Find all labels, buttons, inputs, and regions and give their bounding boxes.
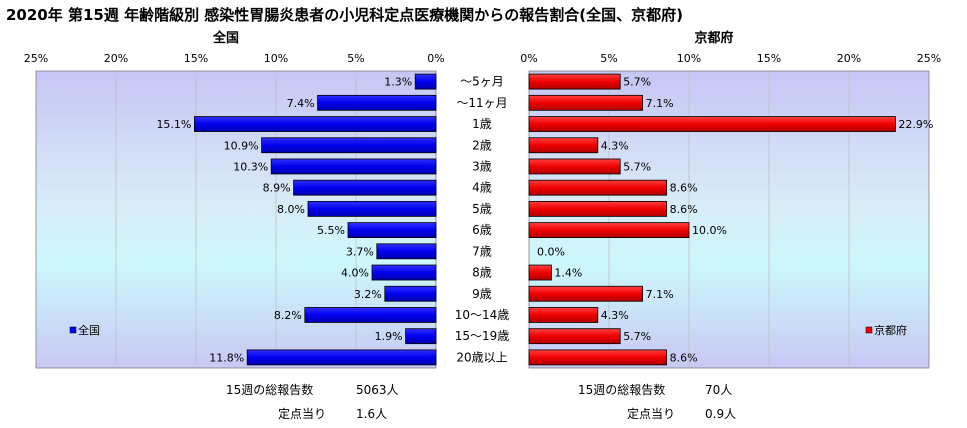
- data-label-left: 1.3%: [384, 76, 412, 89]
- bar-right: [528, 137, 599, 154]
- left-total-label: 15週の総報告数: [226, 382, 313, 397]
- tick-label-right: 25%: [917, 52, 941, 65]
- data-label-left: 8.0%: [277, 203, 305, 216]
- tick-label-left: 0%: [427, 52, 444, 65]
- data-label-left: 7.4%: [287, 97, 315, 110]
- right-panel-title: 京都府: [694, 30, 733, 46]
- bar-right: [528, 264, 552, 281]
- data-label-left: 3.2%: [354, 288, 382, 301]
- right-total-value: 70人: [705, 383, 732, 397]
- bar-left: [414, 73, 437, 90]
- bar-right: [528, 222, 690, 239]
- category-label: ～5ヶ月: [460, 75, 504, 89]
- data-label-left: 1.9%: [375, 330, 403, 343]
- category-label: 10～14歳: [455, 308, 510, 322]
- data-label-right: 0.0%: [537, 245, 565, 258]
- data-label-left: 10.9%: [224, 139, 259, 152]
- bar-right: [528, 158, 621, 175]
- data-label-right: 4.3%: [601, 309, 629, 322]
- legend-label-right: 京都府: [874, 323, 907, 337]
- left-per-label: 定点当り: [278, 406, 326, 421]
- data-label-left: 8.9%: [263, 182, 291, 195]
- tick-label-right: 20%: [837, 52, 861, 65]
- data-label-left: 10.3%: [233, 160, 268, 173]
- left-total-value: 5063人: [356, 383, 399, 397]
- bar-right: [528, 285, 643, 302]
- tick-label-right: 10%: [677, 52, 701, 65]
- category-label: 1歳: [472, 117, 492, 131]
- right-plot-area: [528, 70, 930, 369]
- category-label: 20歳以上: [456, 350, 507, 364]
- legend-swatch-right: [865, 326, 873, 334]
- tick-label-right: 5%: [600, 52, 617, 65]
- chart-title: 2020年 第15週 年齢階級別 感染性胃腸炎患者の小児科定点医療機関からの報告…: [6, 6, 684, 24]
- tick-label-left: 20%: [104, 52, 128, 65]
- category-label: ～11ヶ月: [456, 96, 507, 110]
- category-label: 4歳: [472, 181, 492, 195]
- bar-left: [270, 158, 437, 175]
- right-per-value: 0.9人: [705, 407, 736, 421]
- tick-label-left: 5%: [347, 52, 364, 65]
- data-label-right: 4.3%: [601, 139, 629, 152]
- bar-right: [528, 349, 668, 366]
- data-label-right: 5.7%: [623, 76, 651, 89]
- bar-left: [307, 200, 437, 217]
- data-label-right: 7.1%: [646, 288, 674, 301]
- bar-left: [405, 328, 437, 345]
- bar-left: [376, 243, 437, 260]
- tick-label-left: 25%: [24, 52, 48, 65]
- data-label-right: 8.6%: [670, 182, 698, 195]
- bar-right: [528, 94, 643, 111]
- bar-left: [261, 137, 437, 154]
- tick-label-right: 15%: [757, 52, 781, 65]
- category-label: 8歳: [472, 266, 492, 280]
- data-label-left: 15.1%: [156, 118, 191, 131]
- bar-right: [528, 307, 599, 323]
- bar-right: [528, 328, 621, 345]
- data-label-left: 4.0%: [341, 267, 369, 280]
- right-total-label: 15週の総報告数: [578, 382, 665, 397]
- data-label-left: 5.5%: [317, 224, 345, 237]
- legend-label-left: 全国: [78, 323, 100, 337]
- right-per-label: 定点当り: [627, 406, 675, 421]
- bar-left: [293, 179, 437, 196]
- bar-right: [528, 200, 668, 217]
- bar-right: [528, 179, 668, 196]
- bar-right: [528, 116, 896, 132]
- data-label-right: 22.9%: [898, 118, 933, 131]
- data-label-right: 8.6%: [670, 203, 698, 216]
- category-label: 9歳: [472, 287, 492, 301]
- data-label-right: 5.7%: [623, 160, 651, 173]
- legend-swatch-left: [69, 326, 77, 334]
- tick-label-left: 10%: [264, 52, 288, 65]
- data-label-right: 7.1%: [646, 97, 674, 110]
- category-label: 3歳: [472, 159, 492, 173]
- data-label-right: 10.0%: [692, 224, 727, 237]
- data-label-left: 8.2%: [274, 309, 302, 322]
- tick-label-right: 0%: [520, 52, 537, 65]
- category-label: 15～19歳: [455, 329, 510, 343]
- category-label: 2歳: [472, 138, 492, 152]
- data-label-left: 11.8%: [209, 351, 244, 364]
- data-label-left: 3.7%: [346, 245, 374, 258]
- bar-left: [384, 285, 437, 302]
- left-per-value: 1.6人: [356, 407, 387, 421]
- category-label: 5歳: [472, 202, 492, 216]
- bar-left: [304, 307, 437, 323]
- left-panel-title: 全国: [212, 30, 239, 46]
- tick-label-left: 15%: [184, 52, 208, 65]
- bar-right: [528, 73, 621, 90]
- data-label-right: 1.4%: [554, 267, 582, 280]
- data-label-right: 8.6%: [670, 351, 698, 364]
- bar-left: [193, 116, 437, 132]
- category-label: 7歳: [472, 244, 492, 258]
- bar-left: [371, 264, 437, 281]
- bar-left: [347, 222, 437, 239]
- data-label-right: 5.7%: [623, 330, 651, 343]
- category-label: 6歳: [472, 223, 492, 237]
- bar-left: [246, 349, 437, 366]
- bar-left: [317, 94, 437, 111]
